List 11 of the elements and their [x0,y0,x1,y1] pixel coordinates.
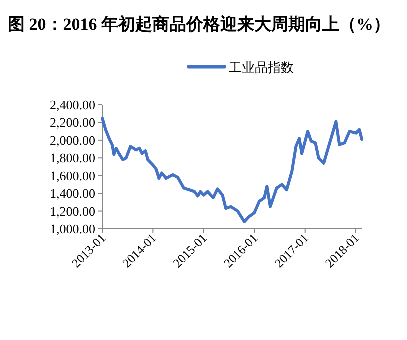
chart-title: 图 20：2016 年初起商品价格迎来大周期向上（%） [8,15,390,34]
line-series [101,116,364,224]
y-tick-label: 2,200.00 [50,115,96,130]
y-tick-label: 2,000.00 [50,132,96,148]
y-tick-label: 1,000.00 [50,222,96,236]
legend-label: 工业品指数 [228,61,294,76]
y-tick-label: 1,600.00 [50,168,96,184]
y-tick-label: 1,200.00 [50,204,96,219]
y-tick-label: 1,800.00 [50,150,96,166]
y-tick-label: 2,400.00 [50,98,96,112]
y-tick-label: 1,400.00 [50,186,96,202]
